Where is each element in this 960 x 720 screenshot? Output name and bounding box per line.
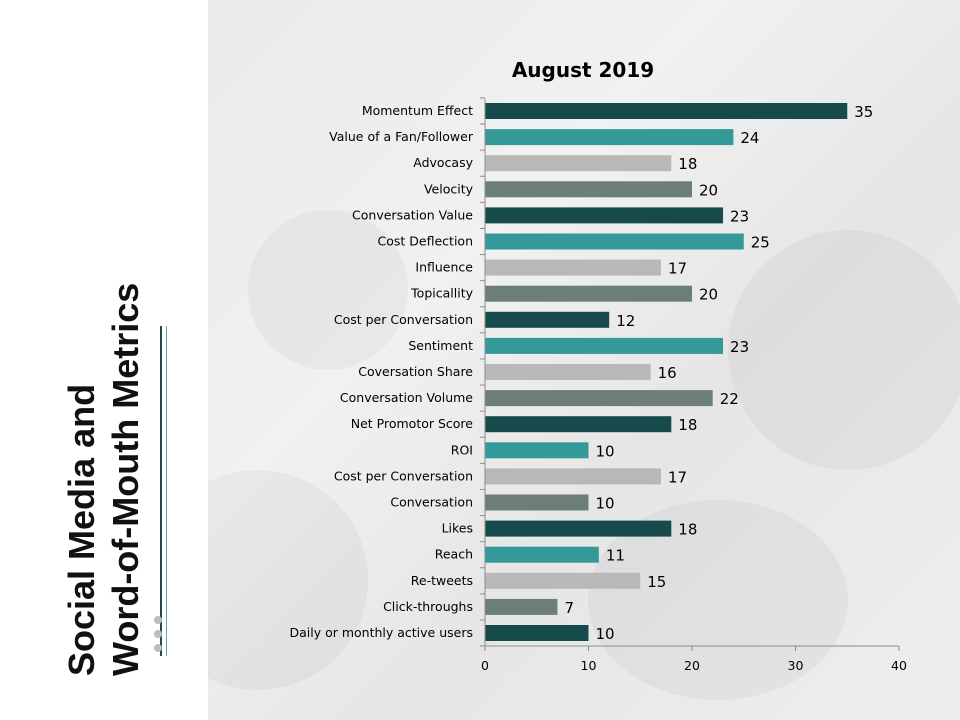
data-label: 17	[668, 468, 687, 486]
bar	[485, 494, 589, 511]
x-tick-label: 10	[581, 658, 597, 673]
category-label: ROI	[451, 442, 473, 457]
bar	[485, 285, 692, 302]
bar	[485, 598, 558, 615]
x-tick-label: 40	[891, 658, 907, 673]
category-label: Net Promotor Score	[351, 416, 474, 431]
category-label: Conversation Value	[352, 207, 473, 222]
category-label: Reach	[435, 547, 473, 562]
bar	[485, 129, 734, 146]
category-label: Cost per Conversation	[334, 312, 473, 327]
data-label: 10	[596, 495, 615, 513]
data-label: 18	[678, 155, 697, 173]
bar	[485, 207, 724, 224]
data-label: 25	[751, 234, 770, 252]
bar	[485, 546, 599, 563]
bar	[485, 442, 589, 459]
data-label: 18	[678, 521, 697, 539]
bar	[485, 337, 724, 354]
bar	[485, 364, 651, 380]
decorative-dot	[154, 630, 162, 638]
category-label: Conversation Volume	[340, 390, 473, 405]
data-label: 15	[647, 573, 666, 591]
category-label: Value of a Fan/Follower	[329, 129, 474, 144]
bar	[485, 103, 848, 119]
x-tick-label: 20	[684, 658, 700, 673]
data-label: 35	[854, 103, 873, 121]
category-label: Conversation	[390, 495, 473, 510]
bar	[485, 572, 641, 589]
accent-line-thin	[166, 326, 167, 656]
bar	[485, 259, 661, 276]
data-label: 16	[658, 364, 677, 382]
category-label: Sentiment	[408, 338, 473, 353]
bar	[485, 233, 744, 250]
data-label: 20	[699, 181, 718, 199]
bar	[485, 155, 672, 172]
category-label: Coversation Share	[358, 364, 473, 379]
data-label: 23	[730, 207, 749, 225]
data-label: 18	[678, 416, 697, 434]
category-label: Likes	[442, 521, 473, 536]
data-label: 11	[606, 547, 625, 565]
bar	[485, 181, 692, 198]
x-tick-label: 0	[481, 658, 489, 673]
bar	[485, 390, 713, 407]
data-label: 24	[740, 129, 759, 147]
bar	[485, 311, 610, 328]
category-label: Cost per Conversation	[334, 468, 473, 483]
data-label: 22	[720, 390, 739, 408]
category-label: Influence	[415, 260, 473, 275]
bar	[485, 416, 672, 433]
decorative-dot	[154, 644, 162, 652]
category-label: Velocity	[424, 181, 474, 196]
bar	[485, 520, 672, 537]
category-label: Momentum Effect	[362, 103, 473, 118]
category-label: Click-throughs	[383, 599, 473, 614]
chart-title: August 2019	[512, 58, 654, 82]
decorative-dot	[154, 616, 162, 624]
data-label: 17	[668, 260, 687, 278]
left-panel	[0, 0, 208, 720]
data-label: 10	[596, 442, 615, 460]
bar	[485, 468, 661, 485]
category-label: Daily or monthly active users	[289, 625, 473, 640]
data-label: 23	[730, 338, 749, 356]
bar	[485, 625, 589, 641]
category-label: Advocasy	[413, 155, 473, 170]
data-label: 20	[699, 286, 718, 304]
accent-line	[160, 326, 162, 656]
data-label: 10	[596, 625, 615, 643]
category-label: Re-tweets	[411, 573, 473, 588]
data-label: 7	[564, 599, 574, 617]
category-label: Cost Deflection	[378, 234, 473, 249]
category-label: Topicallity	[410, 286, 473, 301]
data-label: 12	[616, 312, 635, 330]
background-panel	[208, 0, 960, 720]
x-tick-label: 30	[788, 658, 804, 673]
